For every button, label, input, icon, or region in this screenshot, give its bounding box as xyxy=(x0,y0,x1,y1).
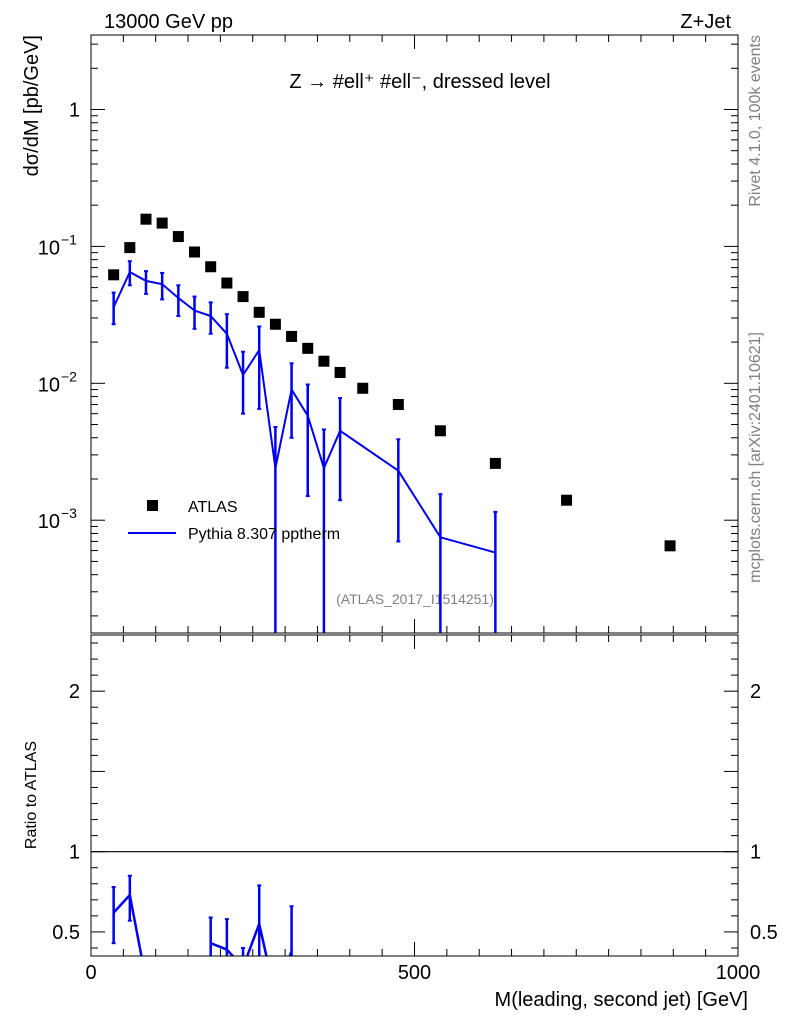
y-tick-exponent: −1 xyxy=(61,231,77,247)
atlas-data-point xyxy=(156,217,168,229)
axis-ticks xyxy=(90,35,739,956)
y-axis-title: dσ/dM [pb/GeV] xyxy=(21,35,43,176)
atlas-data-point xyxy=(237,291,249,303)
x-axis-title: M(leading, second jet) [GeV] xyxy=(495,989,748,1011)
atlas-data-point xyxy=(140,213,152,225)
main-panel-frame xyxy=(90,34,739,634)
mcplots-label: mcplots.cern.ch [arXiv:2401.10621] xyxy=(747,332,764,583)
y-tick-exponent: −3 xyxy=(61,505,77,521)
legend-pythia-label: Pythia 8.307 pptherm xyxy=(188,526,340,543)
main-panel-data xyxy=(108,213,676,633)
y-tick-label: 1 xyxy=(69,99,80,121)
ratio-tick-label-left: 0.5 xyxy=(52,922,80,944)
atlas-data-point xyxy=(205,261,217,273)
atlas-data-point xyxy=(664,540,676,552)
ratio-y-axis-title: Ratio to ATLAS xyxy=(23,741,40,849)
atlas-data-point xyxy=(561,494,573,506)
ratio-tick-label-right: 1 xyxy=(750,842,761,864)
analysis-watermark: (ATLAS_2017_I1514251) xyxy=(336,591,494,607)
atlas-data-point xyxy=(172,231,184,243)
atlas-data-point xyxy=(334,366,346,378)
atlas-data-point xyxy=(286,330,298,342)
atlas-data-point xyxy=(489,457,501,469)
header-left: 13000 GeV pp xyxy=(104,11,233,33)
x-tick-label: 500 xyxy=(398,962,431,984)
legend: ATLAS Pythia 8.307 pptherm xyxy=(128,499,340,543)
x-tick-label: 0 xyxy=(85,962,96,984)
atlas-data-point xyxy=(269,318,281,330)
ratio-panel-frame xyxy=(90,634,739,957)
atlas-data-point xyxy=(253,306,265,318)
atlas-data-point xyxy=(357,382,369,394)
atlas-data-point xyxy=(392,399,404,411)
ratio-tick-label-left: 2 xyxy=(69,681,80,703)
pythia-line xyxy=(112,270,496,554)
atlas-data-point xyxy=(434,425,446,437)
chart-title: Z → #ell⁺ #ell⁻, dressed level xyxy=(289,71,550,93)
ratio-tick-label-right: 2 xyxy=(750,681,761,703)
y-tick-label: 10 xyxy=(38,374,60,396)
legend-atlas-marker xyxy=(147,500,158,511)
atlas-data-point xyxy=(302,342,314,354)
y-tick-exponent: −2 xyxy=(61,368,77,384)
rivet-label: Rivet 4.1.0, 100k events xyxy=(747,35,764,207)
ratio-tick-label-left: 1 xyxy=(69,842,80,864)
x-tick-label: 1000 xyxy=(716,962,761,984)
ratio-panel-data xyxy=(91,851,738,956)
atlas-data-point xyxy=(124,242,136,254)
y-tick-label: 10 xyxy=(38,237,60,259)
legend-atlas-label: ATLAS xyxy=(188,499,238,516)
header-right: Z+Jet xyxy=(680,11,731,33)
y-tick-label: 10 xyxy=(38,511,60,533)
ratio-tick-label-right: 0.5 xyxy=(750,922,778,944)
atlas-data-point xyxy=(108,269,120,281)
ratio-line xyxy=(288,950,293,956)
atlas-data-point xyxy=(318,355,330,367)
atlas-data-point xyxy=(189,246,201,258)
atlas-data-point xyxy=(221,277,233,289)
